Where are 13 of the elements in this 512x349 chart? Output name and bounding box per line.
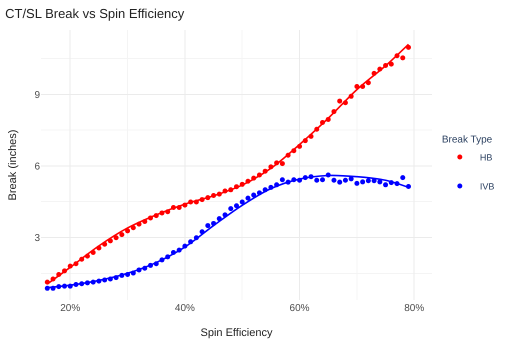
y-tick-label: 3 [34,233,40,244]
legend-title: Break Type [442,134,493,146]
chart-title: CT/SL Break vs Spin Efficiency [5,6,185,21]
y-tick-label: 6 [34,161,40,172]
y-axis-title: Break (inches) [7,130,20,200]
legend-label: IVB [480,182,494,192]
x-tick-label: 20% [60,303,80,314]
x-axis-title: Spin Efficiency [200,327,273,340]
x-tick-label: 80% [404,303,424,314]
x-tick-label: 60% [290,303,310,314]
x-tick-label: 40% [174,303,196,314]
legend-label: HB [480,152,492,163]
y-tick-label: 9 [34,90,40,101]
